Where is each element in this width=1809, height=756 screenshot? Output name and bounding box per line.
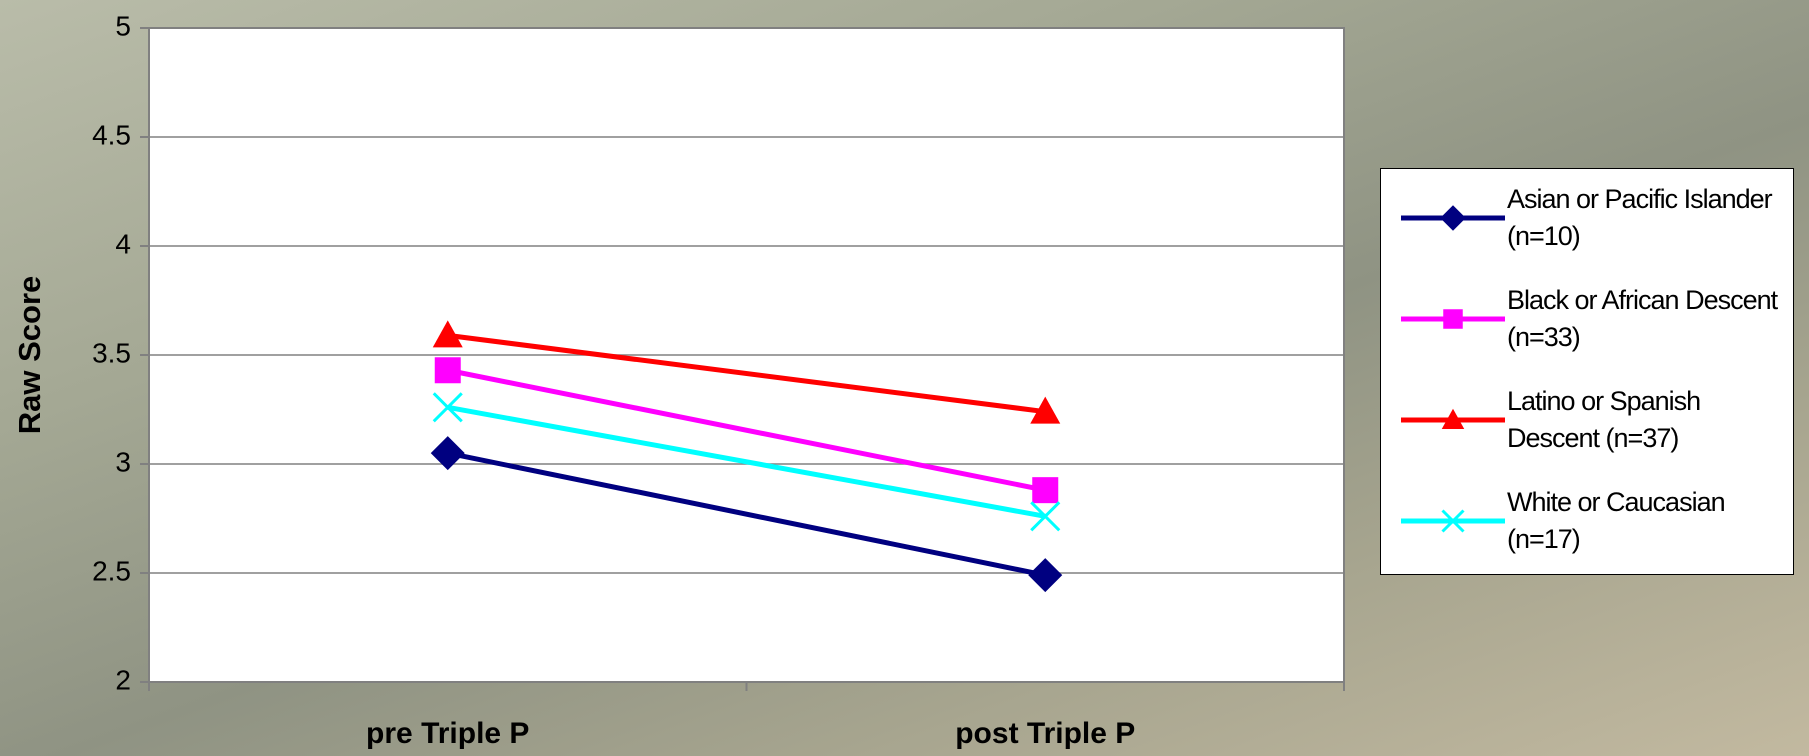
y-tick-label: 2.5: [92, 555, 131, 586]
y-axis-title: Raw Score: [12, 276, 47, 435]
marker: [1443, 309, 1463, 329]
marker: [1032, 477, 1058, 503]
y-tick-label: 2: [115, 664, 131, 695]
x-tick-label: post Triple P: [955, 717, 1135, 750]
legend-item: Black or African Descent (n=33): [1401, 282, 1797, 356]
y-tick-label: 3: [115, 446, 131, 477]
x-tick-label: pre Triple P: [366, 717, 529, 750]
legend-swatch: [1401, 400, 1505, 440]
y-tick-label: 4: [115, 228, 131, 259]
legend-label: White or Caucasian (n=17): [1507, 484, 1797, 558]
legend: Asian or Pacific Islander (n=10) Black or…: [1380, 168, 1794, 575]
legend-item: Latino or Spanish Descent (n=37): [1401, 383, 1797, 457]
legend-label: Latino or Spanish Descent (n=37): [1507, 383, 1797, 457]
legend-item: Asian or Pacific Islander (n=10): [1401, 181, 1797, 255]
legend-swatch: [1401, 501, 1505, 541]
legend-label: Asian or Pacific Islander (n=10): [1507, 181, 1797, 255]
legend-label: Black or African Descent (n=33): [1507, 282, 1797, 356]
marker: [1440, 205, 1466, 231]
y-tick-label: 3.5: [92, 337, 131, 368]
legend-swatch: [1401, 299, 1505, 339]
marker: [435, 357, 461, 383]
page: Raw Score 2 2.5 3 3.5 4 4.5 5 pre Triple P post …: [0, 0, 1809, 756]
legend-item: White or Caucasian (n=17): [1401, 484, 1797, 558]
y-tick-label: 5: [115, 10, 131, 41]
y-tick-label: 4.5: [92, 119, 131, 150]
legend-swatch: [1401, 198, 1505, 238]
